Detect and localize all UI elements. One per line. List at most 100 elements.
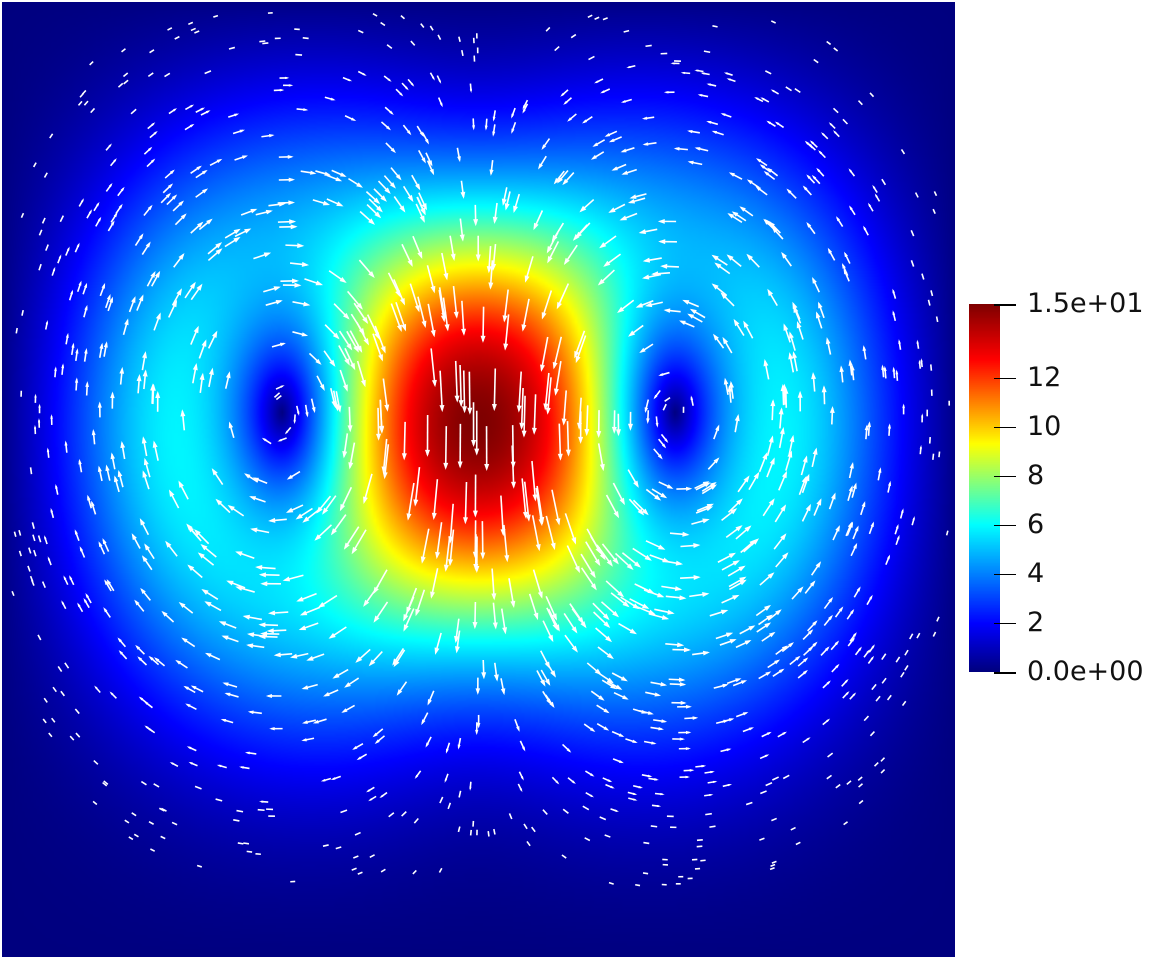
velocity-arrow — [194, 529, 210, 545]
velocity-arrow — [540, 336, 549, 372]
velocity-arrow — [625, 738, 638, 743]
velocity-arrow — [359, 210, 376, 225]
velocity-arrow — [434, 632, 442, 655]
velocity-arrow — [658, 438, 667, 449]
velocity-arrow — [523, 823, 528, 830]
velocity-arrow — [220, 718, 234, 724]
velocity-arrow — [682, 299, 700, 308]
velocity-arrow — [846, 608, 855, 620]
velocity-arrow — [357, 29, 364, 34]
velocity-arrow — [832, 525, 840, 541]
velocity-arrow — [706, 83, 717, 87]
velocity-arrow — [190, 165, 202, 174]
velocity-arrow — [402, 124, 412, 136]
velocity-arrow — [430, 348, 437, 388]
velocity-arrow — [103, 341, 108, 357]
velocity-arrow — [277, 437, 287, 442]
velocity-arrow — [383, 175, 396, 189]
velocity-arrow — [845, 521, 852, 537]
velocity-arrow — [673, 147, 688, 151]
velocity-arrow — [335, 846, 342, 850]
velocity-arrow — [44, 320, 49, 330]
velocity-arrow — [561, 854, 567, 859]
velocity-arrow — [842, 691, 850, 699]
velocity-arrow — [316, 375, 325, 391]
velocity-arrow — [134, 233, 144, 247]
velocity-arrow — [546, 607, 558, 631]
velocity-arrow — [566, 545, 580, 574]
velocity-arrow — [501, 187, 508, 206]
velocity-arrow — [97, 401, 102, 418]
velocity-arrow — [144, 543, 155, 560]
velocity-arrow — [797, 669, 808, 679]
velocity-arrow — [593, 611, 611, 628]
velocity-arrow — [246, 850, 253, 853]
velocity-arrow — [377, 180, 391, 194]
velocity-arrow — [91, 429, 96, 445]
velocity-arrow — [121, 48, 126, 53]
velocity-arrow — [374, 325, 386, 354]
velocity-arrow — [131, 812, 137, 817]
velocity-arrow — [692, 650, 710, 656]
velocity-arrow — [467, 371, 473, 415]
velocity-arrow — [486, 245, 492, 274]
velocity-arrow — [317, 594, 338, 608]
velocity-arrow — [678, 730, 692, 735]
velocity-arrow — [827, 247, 836, 261]
velocity-arrow — [863, 715, 870, 722]
velocity-arrow — [726, 254, 742, 267]
velocity-arrow — [650, 681, 668, 687]
velocity-arrow — [916, 632, 921, 639]
velocity-arrow — [746, 253, 760, 268]
velocity-arrow — [449, 235, 456, 261]
colorbar-tick-label: 6 — [1027, 508, 1045, 540]
velocity-arrow — [110, 452, 116, 470]
velocity-arrow — [401, 811, 407, 817]
velocity-arrow — [322, 495, 337, 515]
velocity-arrow — [763, 171, 776, 180]
velocity-arrow — [571, 608, 587, 629]
velocity-arrow — [664, 396, 671, 402]
velocity-arrow — [385, 142, 396, 154]
velocity-arrow — [137, 656, 148, 666]
velocity-arrow — [894, 524, 899, 535]
velocity-arrow — [314, 524, 333, 541]
velocity-arrow — [782, 383, 788, 405]
velocity-arrow — [29, 467, 33, 475]
velocity-arrow — [273, 652, 293, 658]
velocity-arrow — [265, 299, 283, 306]
velocity-arrow — [184, 104, 195, 111]
velocity-arrow — [816, 311, 823, 329]
velocity-arrow — [437, 97, 443, 108]
colorbar-tick-label: 8 — [1027, 459, 1045, 491]
velocity-arrow — [146, 158, 156, 168]
velocity-arrow — [809, 140, 818, 148]
velocity-arrow — [107, 296, 114, 312]
velocity-arrow — [562, 808, 569, 814]
velocity-arrow — [834, 606, 844, 618]
velocity-arrow — [676, 486, 693, 491]
velocity-arrow — [781, 642, 795, 653]
velocity-arrow — [243, 842, 250, 845]
velocity-arrow — [282, 574, 304, 582]
velocity-arrow — [374, 735, 386, 744]
velocity-arrow — [186, 746, 197, 752]
velocity-arrow — [610, 808, 620, 812]
velocity-arrow — [786, 188, 797, 199]
velocity-arrow — [531, 826, 536, 833]
velocity-arrow — [146, 271, 156, 287]
velocity-arrow — [717, 552, 736, 563]
velocity-arrow — [275, 385, 285, 390]
velocity-arrow — [171, 821, 178, 826]
velocity-arrow — [275, 395, 282, 401]
velocity-arrow — [492, 202, 498, 224]
velocity-arrow — [782, 774, 790, 780]
velocity-arrow — [143, 146, 153, 155]
velocity-arrow — [64, 662, 70, 669]
velocity-arrow — [867, 655, 875, 664]
velocity-arrow — [705, 812, 712, 816]
velocity-arrow — [239, 766, 250, 770]
velocity-arrow — [247, 710, 262, 715]
velocity-arrow — [198, 339, 207, 359]
velocity-arrow — [184, 123, 195, 131]
